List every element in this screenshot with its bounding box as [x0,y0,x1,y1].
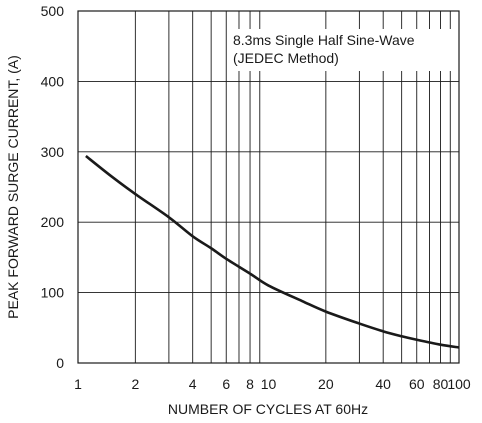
annotation-line-1: 8.3ms Single Half Sine-Wave [233,32,415,48]
y-tick-label: 200 [41,214,65,230]
y-tick-label: 500 [41,3,65,19]
y-tick-label: 300 [41,144,65,160]
y-tick-label: 100 [41,285,65,301]
x-tick-label: 2 [131,376,139,392]
surge-current-curve [85,155,460,349]
x-tick-label: 1 [74,376,82,392]
x-tick-label: 80 [433,376,449,392]
y-axis-ticks: 0 100 200 300 400 500 [41,3,65,371]
x-tick-label: 6 [222,376,230,392]
x-tick-label: 8 [246,376,254,392]
annotation-line-2: (JEDEC Method) [233,50,339,66]
x-tick-label: 60 [409,376,425,392]
y-axis-title: PEAK FORWARD SURGE CURRENT, (A) [5,55,21,319]
x-tick-label: 10 [261,376,277,392]
x-tick-label: 20 [318,376,334,392]
annotation-background [228,29,462,71]
x-tick-label: 100 [447,376,471,392]
y-tick-label: 400 [41,73,65,89]
x-axis-title: NUMBER OF CYCLES AT 60Hz [168,401,368,417]
plot-frame [77,10,460,364]
x-tick-label: 4 [189,376,197,392]
x-tick-label: 40 [375,376,391,392]
y-tick-label: 0 [56,355,64,371]
